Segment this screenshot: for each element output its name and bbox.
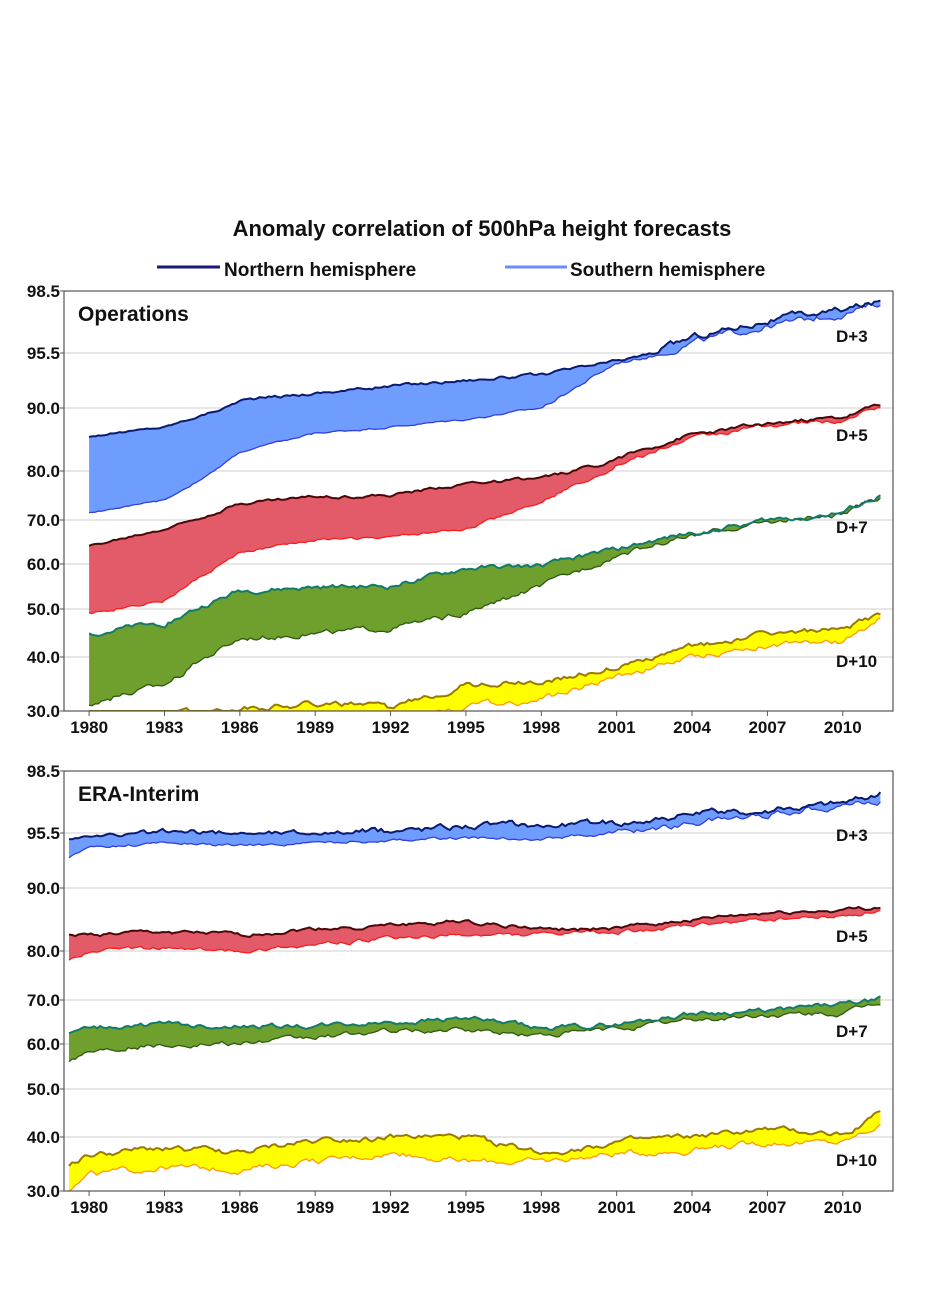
chart-title: Anomaly correlation of 500hPa height for… [233, 216, 732, 241]
x-tick-label: 1980 [70, 1198, 108, 1217]
y-tick-label: 50.0 [27, 1080, 60, 1099]
band-D5 [69, 907, 881, 961]
x-tick-label: 2001 [598, 718, 636, 737]
y-tick-label: 30.0 [27, 1182, 60, 1201]
panel-title: Operations [78, 303, 189, 326]
band-D3 [69, 792, 881, 858]
lead-label-D5: D+5 [836, 426, 868, 445]
y-tick-label: 40.0 [27, 648, 60, 667]
panel-title: ERA-Interim [78, 783, 199, 806]
lead-label-D5: D+5 [836, 927, 868, 946]
x-tick-label: 1980 [70, 718, 108, 737]
x-tick-label: 2007 [748, 1198, 786, 1217]
x-tick-label: 1998 [522, 718, 560, 737]
line-nh-D5 [88, 403, 881, 547]
line-nh-D3 [68, 791, 882, 841]
line-nh-D10 [89, 612, 881, 711]
x-tick-label: 2010 [824, 1198, 862, 1217]
y-tick-label: 70.0 [27, 991, 60, 1010]
x-tick-label: 2004 [673, 718, 711, 737]
x-tick-label: 2004 [673, 1198, 711, 1217]
lead-label-D7: D+7 [836, 1022, 868, 1041]
plot-area [88, 299, 881, 711]
line-nh-D5 [68, 905, 881, 938]
x-tick-label: 1998 [522, 1198, 560, 1217]
lead-label-D7: D+7 [836, 518, 868, 537]
lead-label-D10: D+10 [836, 652, 877, 671]
x-tick-label: 1995 [447, 718, 485, 737]
x-tick-label: 1989 [296, 1198, 334, 1217]
y-tick-label: 40.0 [27, 1128, 60, 1147]
y-tick-label: 98.5 [27, 762, 60, 781]
line-sh-D3 [89, 303, 881, 514]
y-tick-label: 30.0 [27, 702, 60, 721]
lead-label-D3: D+3 [836, 327, 868, 346]
y-tick-label: 98.5 [27, 282, 60, 301]
panel-era-interim: D+3 D+5 D+7 D+10 98.5 95.5 90.0 80.0 70.0 60.0 50.… [27, 762, 894, 1217]
line-nh-D10 [68, 1110, 881, 1167]
x-tick-label: 2001 [598, 1198, 636, 1217]
band-D7 [89, 495, 881, 706]
y-tick-label: 95.5 [27, 344, 60, 363]
line-sh-D10 [68, 1123, 881, 1191]
line-sh-D3 [68, 800, 881, 859]
y-tick-label: 95.5 [27, 824, 60, 843]
line-nh-D3 [88, 299, 881, 438]
x-tick-label: 1983 [146, 1198, 184, 1217]
legend-label-southern: Southern hemisphere [570, 260, 765, 281]
line-sh-D10 [89, 617, 881, 711]
y-tick-label: 90.0 [27, 399, 60, 418]
x-tick-label: 1995 [447, 1198, 485, 1217]
plot-area [68, 791, 882, 1191]
x-tick-label: 1989 [296, 718, 334, 737]
y-tick-label: 60.0 [27, 555, 60, 574]
x-tick-label: 1992 [372, 718, 410, 737]
plot-frame [63, 770, 894, 1192]
y-tick-label: 80.0 [27, 462, 60, 481]
y-tick-label: 50.0 [27, 600, 60, 619]
x-tick-label: 2010 [824, 718, 862, 737]
line-sh-D5 [89, 407, 881, 615]
x-tick-label: 1986 [221, 1198, 259, 1217]
lead-label-D10: D+10 [836, 1151, 877, 1170]
line-nh-D7 [68, 995, 881, 1035]
line-nh-D7 [88, 494, 881, 637]
y-tick-label: 70.0 [27, 511, 60, 530]
y-tick-label: 80.0 [27, 942, 60, 961]
x-tick-label: 1992 [372, 1198, 410, 1217]
x-tick-label: 2007 [748, 718, 786, 737]
band-D10 [89, 613, 881, 711]
legend: Northern hemisphere Southern hemisphere [157, 260, 765, 281]
y-tick-label: 60.0 [27, 1035, 60, 1054]
band-D3 [89, 300, 881, 513]
band-D10 [69, 1111, 881, 1191]
x-tick-label: 1983 [146, 718, 184, 737]
lead-label-D3: D+3 [836, 826, 868, 845]
band-D5 [89, 404, 881, 614]
panel-operations: D+3 D+5 D+7 D+10 98.5 95.5 90.0 80.0 70.0 60.0 50.… [27, 282, 894, 737]
legend-label-northern: Northern hemisphere [224, 260, 416, 281]
band-D7 [69, 996, 881, 1062]
line-sh-D7 [68, 1003, 881, 1063]
line-sh-D5 [68, 909, 881, 961]
y-tick-label: 90.0 [27, 879, 60, 898]
x-tick-label: 1986 [221, 718, 259, 737]
plot-frame [63, 290, 894, 712]
